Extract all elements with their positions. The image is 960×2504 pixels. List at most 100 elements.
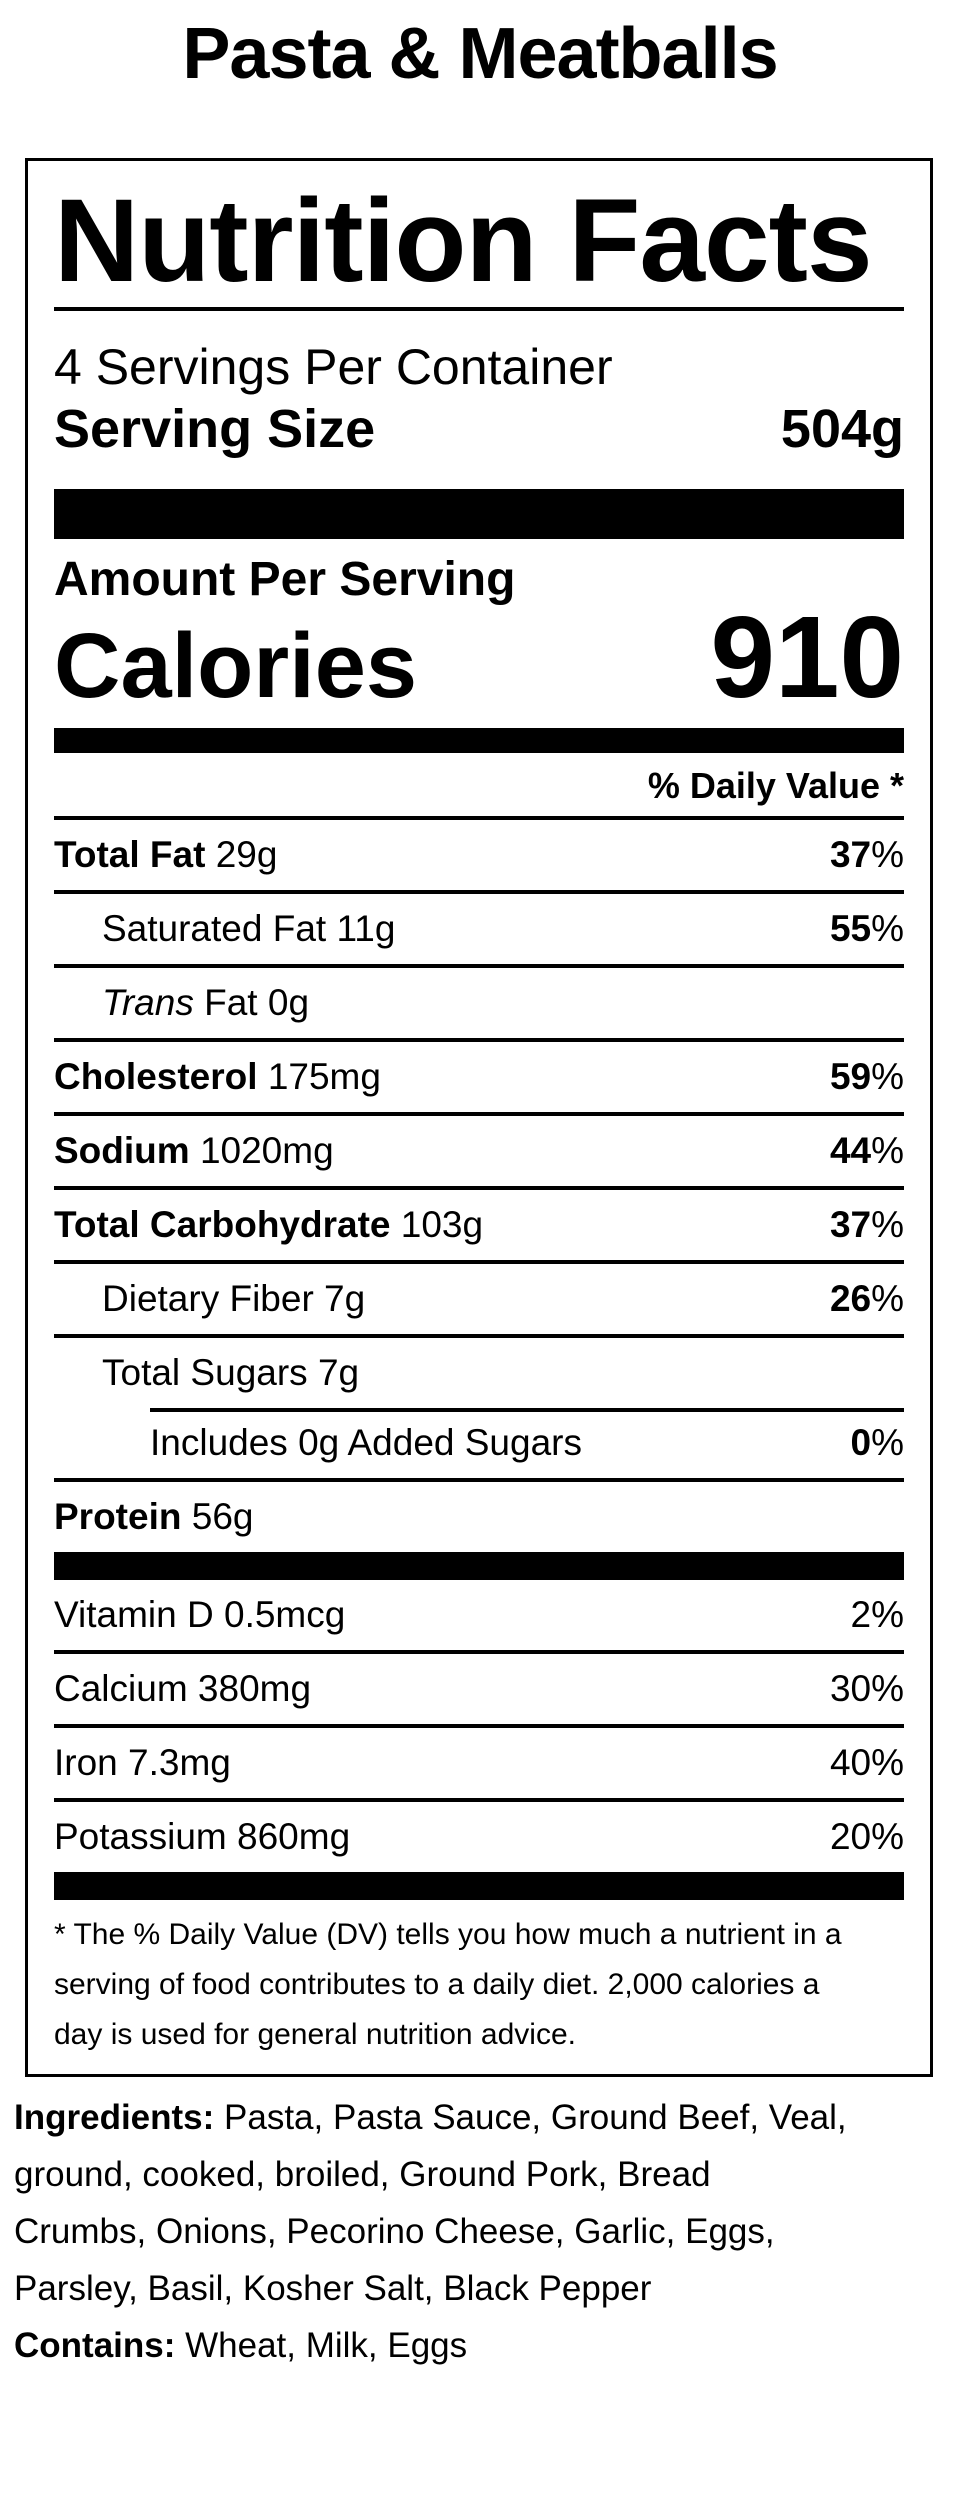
daily-value: 0% xyxy=(851,1420,904,1465)
ingredients-text: ground, cooked, broiled, Ground Pork, Br… xyxy=(14,2155,711,2194)
daily-value-number: 26 xyxy=(829,1278,872,1319)
vitamin-row-potassium: Potassium 860mg 20% xyxy=(54,1802,904,1872)
nutrient-name: Total Sugars 7g xyxy=(54,1350,359,1395)
daily-value: 59% xyxy=(830,1054,904,1099)
nutrient-row-total-fat: Total Fat 29g 37% xyxy=(54,816,904,890)
daily-value: 26% xyxy=(830,1276,904,1321)
daily-value-number: 37 xyxy=(829,834,872,875)
daily-value-number: 0 xyxy=(850,1422,872,1463)
percent-sign: % xyxy=(871,1668,904,1709)
daily-value: 2% xyxy=(851,1592,904,1637)
nutrient-row-total-carbohydrate: Total Carbohydrate 103g 37% xyxy=(54,1186,904,1260)
daily-value-number: 30 xyxy=(829,1668,872,1709)
daily-value-header: % Daily Value * xyxy=(647,765,904,806)
nutrient-name: Saturated Fat 11g xyxy=(54,906,395,951)
amount-per-serving-label: Amount Per Serving xyxy=(54,553,516,606)
nutrient-row-added-sugars: Includes 0g Added Sugars 0% xyxy=(54,1408,904,1478)
nutrient-amount: Includes 0g Added Sugars xyxy=(150,1422,582,1463)
contains-text: Wheat, Milk, Eggs xyxy=(175,2326,468,2365)
heading-rule xyxy=(54,307,904,311)
daily-value: 37% xyxy=(830,832,904,877)
nutrient-amount: 1020mg xyxy=(189,1130,334,1171)
nutrient-amount: Total Sugars 7g xyxy=(102,1352,360,1393)
nutrient-name-bold: Total Carbohydrate xyxy=(54,1204,391,1245)
nutrient-row-total-sugars: Total Sugars 7g xyxy=(54,1334,904,1408)
nutrient-name: Total Carbohydrate 103g xyxy=(54,1202,483,1247)
daily-value: 55% xyxy=(830,906,904,951)
nutrient-name: Trans Fat 0g xyxy=(54,980,309,1025)
nutrition-facts-heading: Nutrition Facts xyxy=(54,175,873,307)
nutrient-name: Total Fat 29g xyxy=(54,832,277,877)
daily-value-number: 59 xyxy=(829,1056,872,1097)
contains-label: Contains: xyxy=(14,2326,176,2365)
vitamin-row-calcium: Calcium 380mg 30% xyxy=(54,1654,904,1728)
servings-per-container: 4 Servings Per Container xyxy=(54,339,613,395)
serving-size-row: Serving Size 504g xyxy=(54,397,904,461)
percent-sign: % xyxy=(871,1278,904,1319)
footnote-line: serving of food contributes to a daily d… xyxy=(54,1968,820,2001)
product-title: Pasta & Meatballs xyxy=(182,14,778,94)
nutrient-name-bold: Sodium xyxy=(54,1130,190,1171)
daily-value-footnote: * The % Daily Value (DV) tells you how m… xyxy=(54,1910,904,2060)
nutrient-name: Includes 0g Added Sugars xyxy=(54,1420,582,1465)
serving-size-label: Serving Size xyxy=(54,399,376,459)
nutrient-amount: 56g xyxy=(181,1496,254,1537)
nutrient-amount: Dietary Fiber 7g xyxy=(102,1278,366,1319)
thick-separator-bar xyxy=(54,1552,904,1580)
daily-value-number: 40 xyxy=(829,1742,872,1783)
contains-line: Contains: Wheat, Milk, Eggs xyxy=(14,2317,950,2374)
vitamin-rows: Vitamin D 0.5mcg 2% Calcium 380mg 30% Ir… xyxy=(54,1580,904,1872)
percent-sign: % xyxy=(871,1594,904,1635)
nutrient-name-italic: Trans xyxy=(102,982,194,1023)
thick-separator-bar xyxy=(54,728,904,753)
vitamin-name: Iron 7.3mg xyxy=(54,1742,231,1783)
nutrient-row-cholesterol: Cholesterol 175mg 59% xyxy=(54,1038,904,1112)
nutrient-amount: Saturated Fat 11g xyxy=(102,908,396,949)
percent-sign: % xyxy=(871,1056,904,1097)
nutrition-facts-panel: Nutrition Facts 4 Servings Per Container… xyxy=(25,158,933,2077)
nutrient-name: Sodium 1020mg xyxy=(54,1128,334,1173)
thick-separator-bar xyxy=(54,1872,904,1900)
nutrient-amount: 29g xyxy=(205,834,278,875)
ingredients-line: ground, cooked, broiled, Ground Pork, Br… xyxy=(14,2146,950,2203)
daily-value: 30% xyxy=(830,1666,904,1711)
daily-value: 20% xyxy=(830,1814,904,1859)
vitamin-name: Vitamin D 0.5mcg xyxy=(54,1594,346,1635)
footnote-line: day is used for general nutrition advice… xyxy=(54,2018,576,2051)
nutrient-name: Cholesterol 175mg xyxy=(54,1054,381,1099)
daily-value-number: 2 xyxy=(850,1594,872,1635)
nutrient-name-bold: Protein xyxy=(54,1496,182,1537)
ingredients-text: Pasta, Pasta Sauce, Ground Beef, Veal, xyxy=(214,2098,847,2137)
nutrient-name-bold: Total Fat xyxy=(54,834,206,875)
vitamin-name: Potassium 860mg xyxy=(54,1816,351,1857)
calories-label: Calories xyxy=(54,615,418,717)
nutrient-amount: 103g xyxy=(390,1204,484,1245)
percent-sign: % xyxy=(871,1204,904,1245)
daily-value: 44% xyxy=(830,1128,904,1173)
thick-separator-bar xyxy=(54,489,904,539)
vitamin-row-iron: Iron 7.3mg 40% xyxy=(54,1728,904,1802)
nutrient-name-bold: Cholesterol xyxy=(54,1056,258,1097)
nutrient-amount: Fat 0g xyxy=(193,982,310,1023)
nutrient-row-protein: Protein 56g xyxy=(54,1478,904,1552)
ingredients-line: Ingredients: Pasta, Pasta Sauce, Ground … xyxy=(14,2089,950,2146)
daily-value-number: 37 xyxy=(829,1204,872,1245)
daily-value: 37% xyxy=(830,1202,904,1247)
percent-sign: % xyxy=(871,908,904,949)
calories-row: Calories 910 xyxy=(54,599,904,718)
nutrient-name: Dietary Fiber 7g xyxy=(54,1276,365,1321)
ingredients-line: Crumbs, Onions, Pecorino Cheese, Garlic,… xyxy=(14,2203,950,2260)
nutrient-row-dietary-fiber: Dietary Fiber 7g 26% xyxy=(54,1260,904,1334)
daily-value-number: 55 xyxy=(829,908,872,949)
vitamin-name: Calcium 380mg xyxy=(54,1668,312,1709)
nutrient-row-trans-fat: Trans Fat 0g xyxy=(54,964,904,1038)
ingredients-section: Ingredients: Pasta, Pasta Sauce, Ground … xyxy=(14,2089,950,2374)
nutrient-rows: Total Fat 29g 37% Saturated Fat 11g 55% … xyxy=(54,816,904,1552)
ingredients-label: Ingredients: xyxy=(14,2098,215,2137)
daily-value-number: 44 xyxy=(829,1130,872,1171)
footnote-line: * The % Daily Value (DV) tells you how m… xyxy=(54,1918,842,1951)
nutrient-row-saturated-fat: Saturated Fat 11g 55% xyxy=(54,890,904,964)
nutrient-row-sodium: Sodium 1020mg 44% xyxy=(54,1112,904,1186)
daily-value-number: 20 xyxy=(829,1816,872,1857)
nutrient-amount: 175mg xyxy=(257,1056,381,1097)
